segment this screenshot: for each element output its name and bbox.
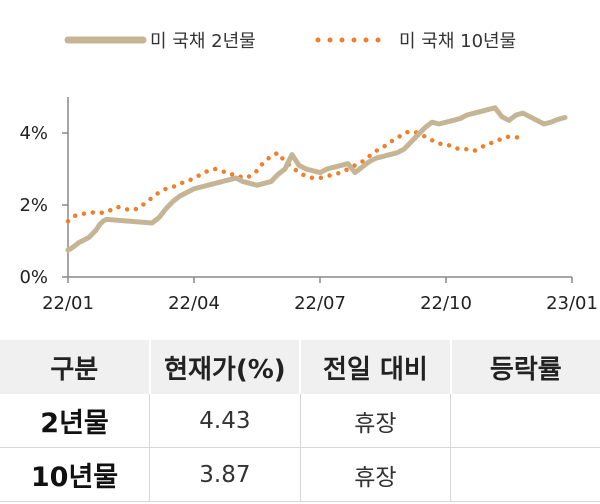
x-ticks: 22/01 22/04 22/07 22/10 23/01 — [42, 277, 598, 314]
x-tick-label: 23/01 — [546, 293, 598, 314]
yield-chart: 미 국채 2년물 미 국채 10년물 0%2%4% 22/01 22/04 22/0… — [19, 31, 598, 314]
col-header-category: 구분 — [0, 340, 151, 394]
col-header-price: 현재가(%) — [149, 340, 302, 394]
row-price: 3.87 — [149, 447, 301, 502]
legend-label-10y: 미 국채 10년물 — [399, 31, 516, 52]
row-rate — [450, 394, 600, 448]
y-tick-label: 4% — [19, 123, 48, 144]
x-tick-label: 22/01 — [42, 293, 94, 314]
row-price: 4.43 — [149, 394, 301, 448]
row-label: 2년물 — [0, 394, 151, 448]
table-header-row: 구분 현재가(%) 전일 대비 등락률 — [0, 340, 600, 394]
row-change: 휴장 — [300, 447, 452, 502]
y-tick-label: 2% — [19, 195, 48, 216]
legend: 미 국채 2년물 미 국채 10년물 — [64, 31, 516, 52]
col-header-rate: 등락률 — [450, 340, 600, 394]
row-label: 10년물 — [0, 447, 151, 502]
x-tick-label: 22/04 — [168, 293, 220, 314]
yield-table: 구분 현재가(%) 전일 대비 등락률 2년물 4.43 휴장 10년물 3.8… — [0, 340, 600, 502]
series-layer — [65, 105, 568, 253]
series-line-2y — [65, 105, 568, 253]
table-row: 10년물 3.87 휴장 — [0, 447, 600, 502]
table-row: 2년물 4.43 휴장 — [0, 394, 600, 448]
legend-label-2y: 미 국채 2년물 — [150, 31, 256, 52]
series-line-10y — [65, 128, 526, 224]
y-tick-label: 0% — [19, 267, 48, 288]
row-rate — [450, 447, 600, 502]
y-ticks: 0% 2% 4% — [19, 123, 68, 288]
x-tick-label: 22/10 — [420, 293, 472, 314]
row-change: 휴장 — [300, 394, 452, 448]
x-tick-label: 22/07 — [294, 293, 346, 314]
col-header-change: 전일 대비 — [300, 340, 452, 394]
